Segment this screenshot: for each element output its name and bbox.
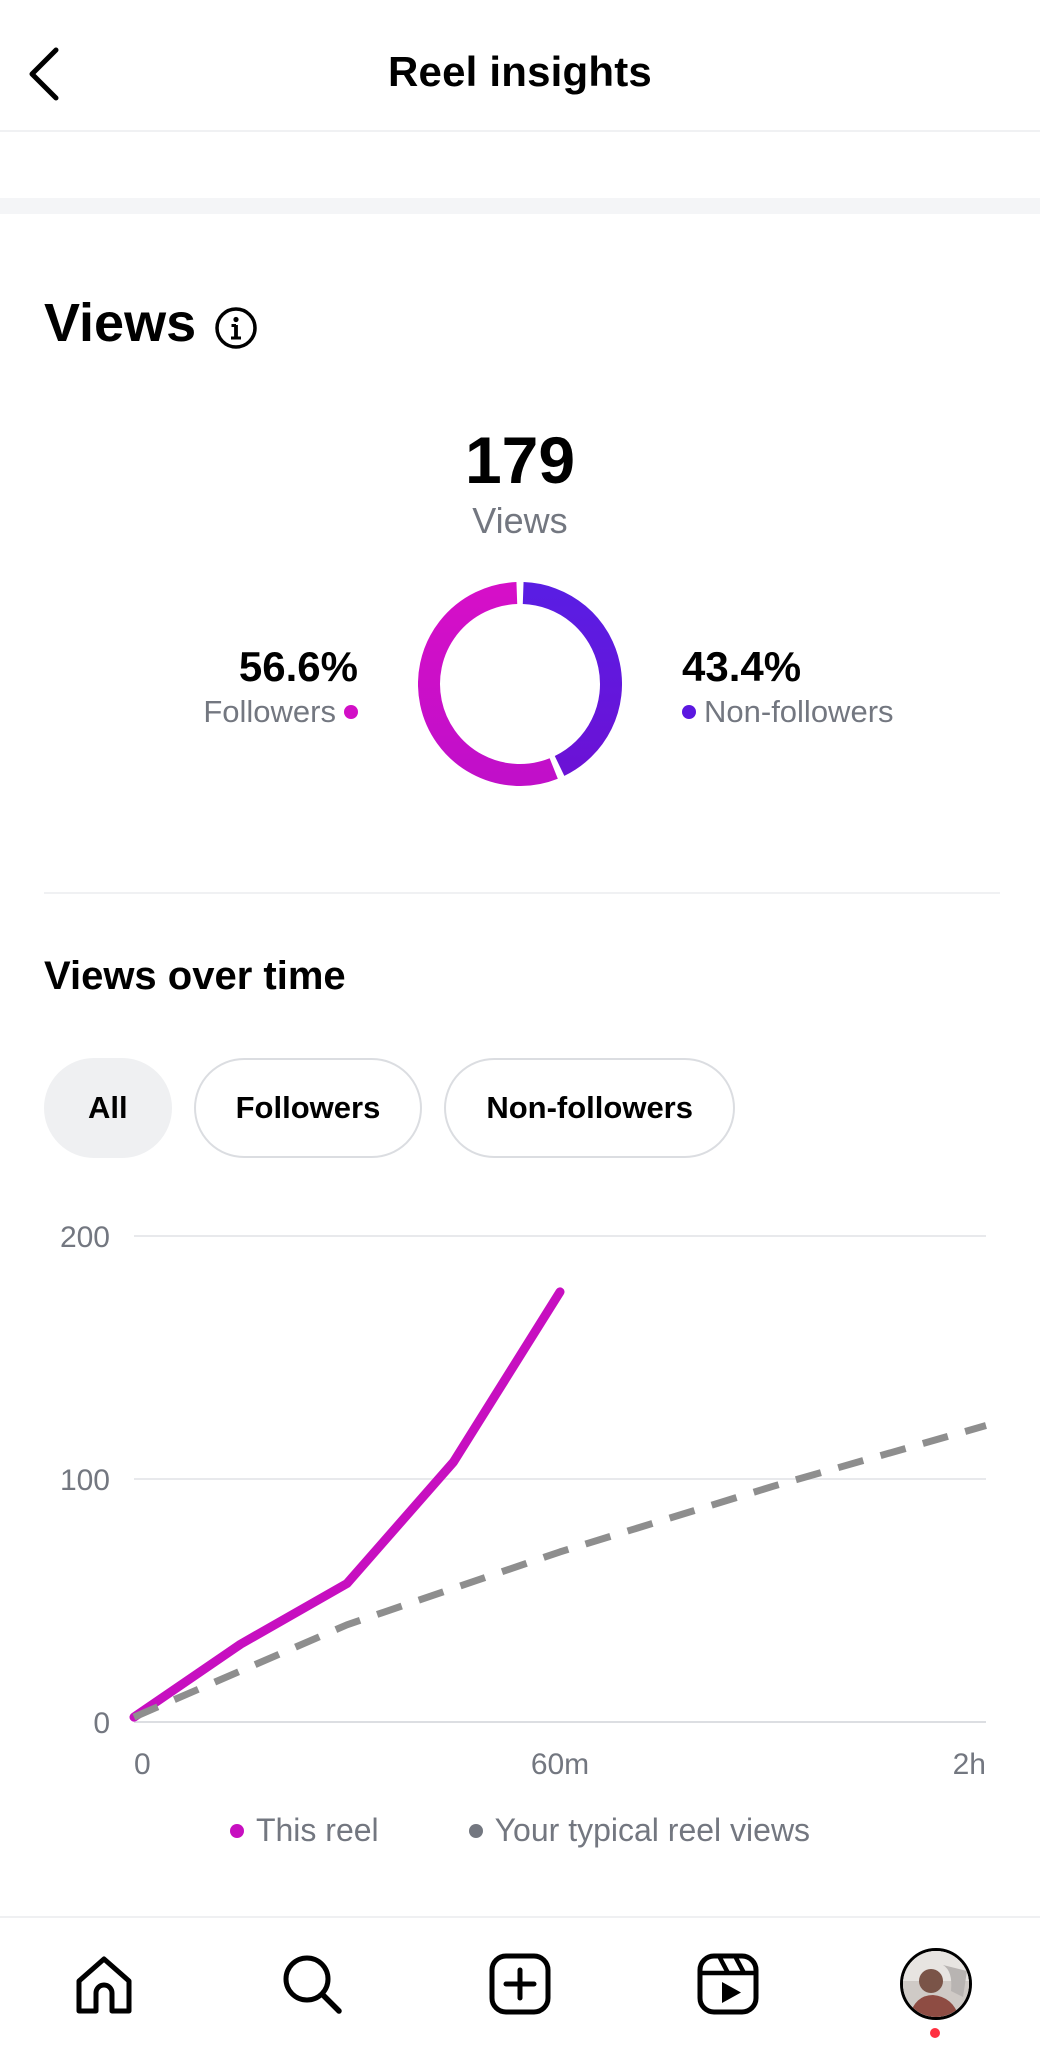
info-button[interactable] xyxy=(214,306,258,350)
total-views-label: Views xyxy=(472,500,568,541)
notification-dot xyxy=(930,2028,940,2038)
views-over-time-chart: 200 100 00 60m 2h xyxy=(60,1221,987,1781)
tab-home[interactable] xyxy=(66,1946,142,2022)
donut-segment-non-followers xyxy=(522,582,622,776)
avatar-image xyxy=(903,1951,969,2017)
legend-label-this-reel: This reel xyxy=(255,1812,379,1848)
donut-segment-followers xyxy=(418,582,558,786)
legend-label-typical: Your typical reel views xyxy=(494,1812,811,1848)
non-followers-stat: 43.4% Non-followers xyxy=(682,642,894,732)
x-tick-label: 2h xyxy=(953,1748,986,1781)
chart-legend: This reel Your typical reel views xyxy=(0,1812,1040,1849)
filter-chip-non-followers[interactable]: Non-followers xyxy=(444,1058,735,1158)
home-icon xyxy=(76,1956,132,2014)
tab-create[interactable] xyxy=(482,1946,558,2022)
audience-donut-chart xyxy=(418,582,622,786)
followers-percent: 56.6% xyxy=(238,643,358,690)
search-icon xyxy=(283,1955,342,2014)
followers-stat: 56.6% Followers xyxy=(203,642,358,732)
y-tick-label: 100 xyxy=(60,1464,110,1497)
legend-item-typical: Your typical reel views xyxy=(468,1812,811,1849)
legend-dot-typical xyxy=(468,1823,483,1838)
series-line-typical-reel-views xyxy=(132,1422,987,1721)
reels-icon xyxy=(697,1953,759,2015)
total-views-value: 179 xyxy=(464,423,576,497)
non-followers-label: Non-followers xyxy=(704,694,894,729)
audience-filter-chips: All Followers Non-followers xyxy=(44,1058,735,1158)
y-tick-label: 200 xyxy=(60,1221,110,1254)
info-circle-icon xyxy=(215,307,257,349)
top-bar: Reel insights xyxy=(0,0,1040,132)
section-separator xyxy=(0,198,1040,214)
page-title: Reel insights xyxy=(388,48,652,95)
followers-label: Followers xyxy=(203,694,336,729)
back-button[interactable] xyxy=(14,36,74,112)
non-followers-percent: 43.4% xyxy=(682,643,802,690)
tab-search[interactable] xyxy=(274,1946,350,2022)
x-tick-label: 60m xyxy=(531,1748,589,1781)
views-heading: Views xyxy=(44,293,197,353)
legend-dot-this-reel xyxy=(229,1823,244,1838)
filter-chip-followers[interactable]: Followers xyxy=(193,1058,423,1158)
views-over-time-title: Views over time xyxy=(44,954,346,998)
filter-chip-all[interactable]: All xyxy=(44,1058,172,1158)
divider xyxy=(44,892,1000,894)
y-tick-label: 0 xyxy=(93,1707,110,1740)
followers-dot xyxy=(344,705,358,719)
profile-avatar[interactable] xyxy=(900,1948,972,2020)
x-tick-label: 0 xyxy=(134,1748,151,1781)
series-line-this-reel xyxy=(129,1287,565,1722)
non-followers-dot xyxy=(682,705,696,719)
bottom-tab-bar xyxy=(0,1916,1040,2048)
tab-reels[interactable] xyxy=(690,1946,766,2022)
chevron-left-icon xyxy=(29,47,59,101)
legend-item-this-reel: This reel xyxy=(229,1812,379,1849)
plus-square-icon xyxy=(489,1953,551,2015)
